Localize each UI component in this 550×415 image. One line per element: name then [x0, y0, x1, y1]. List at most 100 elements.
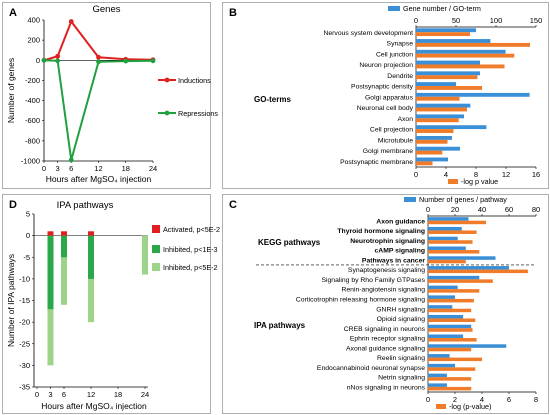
- panel-a-point: [68, 157, 74, 163]
- panel-b-chart-bar-count: [416, 146, 460, 151]
- panel-c-chart-bar-pvalue: [428, 240, 473, 244]
- panel-b-chart-category-label: Nervous system development: [323, 30, 413, 37]
- panel-d-legend-swatch: [152, 225, 160, 233]
- panel-a-point: [55, 58, 61, 64]
- panel-c-chart-bar-count: [428, 275, 480, 280]
- panel-c-chart-bar-count: [428, 236, 458, 241]
- panel-c-chart-legend-swatch-pvalue: [436, 404, 446, 409]
- panel-c-chart-category-label: Signaling by Rho Family GTPases: [321, 277, 425, 284]
- panel-c-chart-bar-count: [428, 344, 507, 348]
- panel-label-c: C: [229, 199, 237, 211]
- panel-b-chart-bottom-tick-label: 12: [502, 170, 510, 179]
- panel-c-chart-bottom-tick-label: 8: [534, 395, 538, 404]
- panel-a-xlabel: Hours after MgSO₄ injection: [46, 174, 152, 184]
- panel-a-ytick-label: -400: [25, 96, 40, 105]
- panel-a-title: Genes: [93, 4, 121, 15]
- panel-c-chart-category-label: Pathways in cancer: [362, 257, 425, 264]
- panel-c-chart-bar-count: [428, 314, 464, 319]
- panel-b-chart-bottom-tick-label: 8: [474, 170, 478, 179]
- panel-d-ytick-label: -25: [19, 339, 30, 348]
- panel-b-chart-bar-pvalue: [416, 86, 482, 90]
- panel-c-chart-bar-count: [428, 285, 458, 290]
- panel-c-chart-bar-pvalue: [428, 230, 477, 234]
- panel-label-a: A: [9, 7, 17, 19]
- panel-a-xtick-label: 12: [94, 164, 102, 173]
- panel-a-xtick-label: 0: [42, 164, 46, 173]
- panel-c-chart-bottom-tick-label: 6: [507, 395, 511, 404]
- panel-d-xtick-label: 6: [62, 390, 66, 399]
- panel-a-xtick-label: 3: [56, 164, 60, 173]
- panel-b-chart-bar-pvalue: [416, 107, 467, 112]
- panel-b-chart-category-label: Synapse: [387, 41, 414, 48]
- panel-d-xtick-label: 0: [35, 390, 39, 399]
- panel-c-chart-category-label: nNos signaling in neurons: [347, 385, 426, 392]
- panel-c-chart-bar-count: [428, 334, 464, 339]
- panel-c-chart-bar-pvalue: [428, 318, 476, 322]
- panel-d-ytick-label: -35: [19, 383, 30, 392]
- panel-b-chart-bar-count: [416, 135, 452, 140]
- panel-b-chart-bar-pvalue: [416, 64, 505, 69]
- panel-d-ytick-label: -10: [19, 274, 30, 283]
- panel-a-ylabel: Number of genes: [6, 58, 16, 123]
- panel-b-chart-bar-count: [416, 28, 476, 33]
- panel-c-chart-bar-pvalue: [428, 308, 472, 313]
- panel-c-chart-bar-pvalue: [428, 220, 487, 225]
- panel-c-chart-category-label: CREB signaling in neurons: [344, 326, 426, 333]
- panel-b-chart-top-tick-label: 150: [530, 16, 543, 25]
- panel-c-chart-top-tick-label: 0: [426, 205, 430, 214]
- panel-b-chart-legend-count-label: Gene number / GO-term: [403, 4, 481, 13]
- panel-d-ytick-label: 5: [26, 210, 30, 219]
- panel-c-chart-category-label: Corticotrophin releasing hormone signali…: [296, 297, 425, 304]
- panel-a-point: [96, 59, 101, 65]
- panel-d-ylabel: Number of IPA pathways: [6, 254, 16, 347]
- panel-c-chart-legend-count-label: Number of genes / pathway: [419, 195, 507, 204]
- panel-d-bar-activated: [61, 231, 67, 236]
- panel-c-chart-bar-pvalue: [428, 367, 476, 371]
- panel-b-chart-bar-pvalue: [416, 129, 454, 133]
- panel-b-chart-bar-count: [416, 82, 456, 87]
- panel-a-legend-marker: [164, 77, 170, 83]
- panel-c-chart-category-label: Renin-angiotensin signaling: [341, 287, 425, 294]
- panel-c-chart-category-label: Synaptogenesis signaling: [348, 267, 425, 274]
- panel-b-chart-bar-pvalue: [416, 96, 460, 101]
- panel-c-chart-bar-pvalue: [428, 269, 528, 274]
- panel-frame-a: [2, 2, 211, 189]
- panel-c-chart-bar-pvalue: [428, 279, 493, 283]
- panel-c-chart-bar-pvalue: [428, 338, 477, 342]
- panel-d-xtick-label: 3: [48, 390, 52, 399]
- panel-d-xlabel: Hours after MgSO₄ injection: [41, 401, 147, 411]
- panel-c-chart-category-label: Reelin signaling: [377, 355, 425, 362]
- panel-d-xtick-label: 24: [141, 390, 149, 399]
- panel-d-legend-label: Inhibited, p<5E-2: [163, 263, 218, 272]
- panel-c-chart-bar-count: [428, 266, 509, 270]
- panel-a-point: [150, 58, 156, 64]
- panel-c-chart-legend-pvalue-label: -log (p-value): [449, 402, 491, 411]
- panel-a-ytick-label: -200: [25, 76, 40, 85]
- panel-b-chart-category-label: Dendrite: [387, 73, 413, 80]
- panel-a-point: [55, 53, 61, 59]
- panel-b-chart-category-label: Golgi membrane: [363, 148, 413, 155]
- panel-c-chart-top-tick-label: 20: [451, 205, 459, 214]
- panel-b-chart-bar-pvalue: [416, 118, 459, 123]
- panel-b-chart-bar-pvalue: [416, 161, 433, 166]
- panel-a-legend-marker: [164, 110, 170, 116]
- panel-d-xtick-label: 18: [114, 390, 122, 399]
- panel-a-xtick-label: 18: [122, 164, 130, 173]
- panel-b-chart-bar-count: [416, 92, 530, 97]
- panel-c-chart-bar-count: [428, 354, 450, 358]
- panel-a-point: [41, 57, 47, 63]
- panel-c-chart-bottom-tick-label: 2: [453, 395, 457, 404]
- panel-c-chart-bar-pvalue: [428, 386, 472, 391]
- panel-b-chart: 0 50 100 150 0 4 8 12 16 Nervous system developme…: [254, 4, 542, 186]
- panel-d-ytick-label: -30: [19, 361, 30, 370]
- panel-c-chart-bar-count: [428, 246, 466, 251]
- panel-b-chart-category-label: Golgi apparatus: [365, 94, 414, 101]
- panel-c-chart-bar-count: [428, 324, 472, 329]
- panel-d-legend-label: Activated, p<5E-2: [163, 225, 220, 234]
- panel-b-chart-bar-pvalue: [416, 150, 443, 155]
- panel-c-chart-category-label: Axon guidance: [376, 218, 425, 225]
- panel-b-chart-bar-pvalue: [416, 42, 530, 47]
- panel-c-chart-category-label: Neurotrophin signaling: [350, 238, 425, 245]
- panel-c-chart-bar-count: [428, 383, 447, 387]
